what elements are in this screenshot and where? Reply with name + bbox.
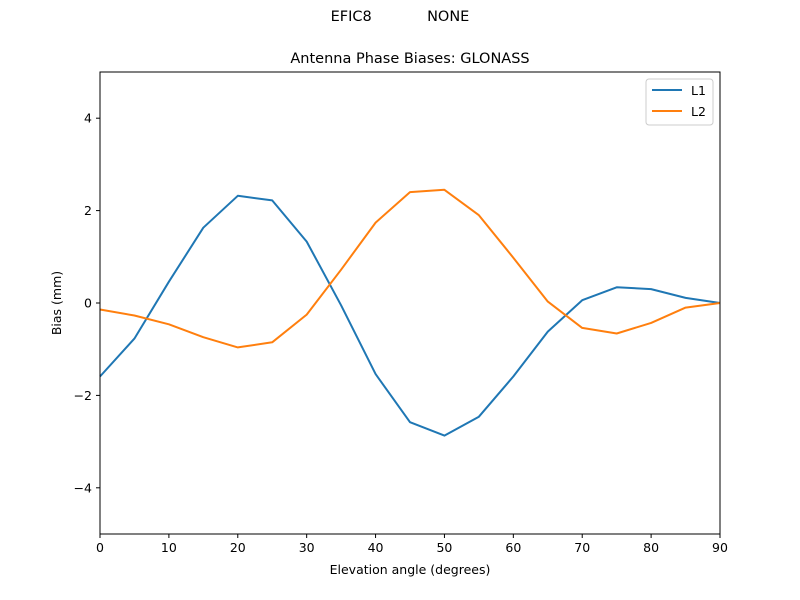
y-tick-label: −2 [74,388,92,403]
legend-label-l2: L2 [691,104,706,119]
axes-frame [99,71,721,535]
x-tick-label: 60 [505,540,521,555]
y-tick-label: 2 [84,203,92,218]
x-tick-label: 90 [712,540,728,555]
series-line-l2 [99,188,721,349]
figure-suptitle: EFIC8 NONE [330,9,470,25]
y-tick-label: 0 [84,296,92,311]
legend-label-l1: L1 [691,83,706,98]
x-tick-label: 30 [299,540,315,555]
x-axis-label: Elevation angle (degrees) [330,562,491,577]
y-tick-label: 4 [84,111,92,126]
chart-title: Antenna Phase Biases: GLONASS [290,51,529,67]
plot-lines [99,188,721,437]
x-tick-label: 10 [161,540,177,555]
x-tick-label: 20 [230,540,246,555]
x-tick-label: 40 [368,540,384,555]
x-axis-ticks: 0 10 20 30 40 50 60 70 80 90 [96,534,728,555]
x-tick-label: 70 [574,540,590,555]
y-axis-label: Bias (mm) [49,271,64,335]
legend: L1 L2 [645,78,714,126]
y-tick-label: −4 [74,480,92,495]
series-line-l1 [99,194,721,437]
x-tick-label: 0 [96,540,104,555]
x-tick-label: 50 [436,540,452,555]
x-tick-label: 80 [643,540,659,555]
y-axis-ticks: −4 −2 0 2 4 [74,111,100,495]
